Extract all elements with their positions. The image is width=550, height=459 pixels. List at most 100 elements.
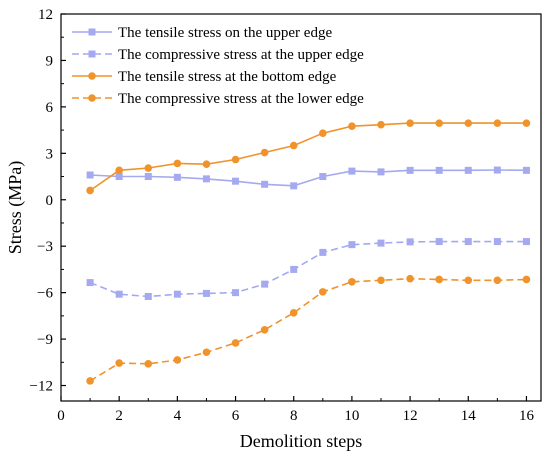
data-point: [348, 167, 356, 175]
data-point: [435, 119, 443, 127]
data-point: [173, 356, 182, 364]
series-layer: [86, 119, 531, 385]
data-point: [202, 160, 211, 168]
data-point: [86, 171, 94, 179]
data-point: [260, 325, 269, 334]
y-tick-label: 9: [46, 53, 54, 69]
y-tick-label: −9: [37, 332, 53, 348]
legend-item: The compressive stress at the lower edge: [72, 91, 364, 107]
legend-swatch-marker: [88, 94, 96, 102]
data-point: [144, 360, 153, 368]
data-point: [202, 348, 211, 357]
legend-swatch-marker: [88, 72, 96, 80]
data-point: [377, 168, 385, 176]
data-point: [290, 182, 298, 190]
data-point: [435, 166, 443, 174]
data-point: [115, 166, 123, 175]
legend-label: The compressive stress at the lower edge: [118, 91, 364, 107]
x-axis: 0 2 4 6 8 10 12 14 16: [57, 396, 534, 424]
y-tick-label: 0: [46, 193, 54, 209]
plot-border: [60, 13, 542, 402]
data-point: [261, 280, 269, 288]
data-point: [86, 377, 94, 385]
data-point: [493, 119, 502, 127]
data-point: [348, 278, 356, 286]
data-point: [348, 241, 356, 249]
data-point: [406, 238, 414, 246]
data-point: [232, 289, 240, 297]
data-point: [464, 238, 472, 246]
data-point: [144, 164, 153, 172]
y-axis-title: Stress (MPa): [5, 161, 26, 255]
data-point: [493, 238, 501, 246]
x-tick-label: 2: [115, 408, 123, 424]
y-tick-label: −6: [37, 286, 53, 302]
data-point: [522, 119, 531, 127]
y-tick-label: 12: [38, 7, 53, 23]
series-1: [86, 166, 530, 190]
legend-swatch-marker: [88, 50, 96, 58]
legend: The tensile stress on the upper edge The …: [72, 25, 364, 107]
data-point: [144, 293, 152, 301]
x-tick-label: 16: [519, 408, 535, 424]
series-line: [90, 169, 527, 187]
data-point: [86, 279, 94, 287]
data-point: [289, 308, 298, 317]
legend-label: The compressive stress at the upper edge: [118, 47, 364, 63]
plot-frame: [60, 13, 542, 402]
data-point: [377, 239, 385, 247]
data-point: [261, 180, 269, 188]
data-point: [435, 238, 443, 246]
data-point: [522, 275, 531, 284]
data-point: [202, 289, 210, 297]
data-point: [406, 166, 414, 174]
series-line: [89, 240, 527, 298]
data-point: [522, 166, 530, 174]
data-point: [319, 173, 327, 181]
data-point: [290, 265, 298, 273]
y-axis: 12 9 6 3 0 −3 −6 −9 −12: [30, 7, 66, 395]
legend-label: The tensile stress at the bottom edge: [118, 69, 337, 85]
x-tick-label: 12: [403, 408, 418, 424]
series-line: [89, 277, 527, 382]
data-point: [202, 175, 210, 183]
data-point: [173, 173, 181, 181]
x-tick-label: 8: [290, 408, 298, 424]
data-point: [144, 173, 152, 181]
x-tick-label: 0: [57, 408, 65, 424]
data-point: [232, 177, 240, 185]
series-4: [86, 274, 531, 385]
legend-item: The tensile stress on the upper edge: [72, 25, 332, 41]
y-tick-label: 6: [46, 100, 54, 116]
data-point: [86, 186, 94, 195]
series-line: [89, 122, 527, 192]
data-point: [493, 276, 502, 285]
x-tick-label: 4: [174, 408, 182, 424]
data-point: [319, 288, 327, 296]
data-point: [173, 159, 182, 168]
data-point: [406, 274, 414, 283]
x-tick-label: 10: [344, 408, 359, 424]
data-point: [115, 359, 123, 367]
series-2: [86, 238, 530, 301]
data-point: [464, 276, 473, 285]
data-point: [115, 173, 123, 181]
data-point: [319, 129, 327, 137]
data-point: [260, 148, 269, 157]
x-tick-label: 6: [232, 408, 240, 424]
data-point: [231, 155, 240, 164]
data-point: [406, 119, 414, 127]
x-axis-title: Demolition steps: [240, 431, 363, 451]
data-point: [289, 141, 298, 150]
data-point: [522, 238, 530, 246]
y-tick-label: −3: [37, 239, 53, 255]
data-point: [464, 119, 473, 127]
x-tick-label: 14: [461, 408, 477, 424]
data-point: [348, 122, 356, 131]
data-point: [435, 275, 443, 284]
y-tick-label: −12: [30, 379, 53, 395]
data-point: [493, 166, 501, 174]
data-point: [231, 339, 240, 347]
data-point: [115, 290, 123, 298]
